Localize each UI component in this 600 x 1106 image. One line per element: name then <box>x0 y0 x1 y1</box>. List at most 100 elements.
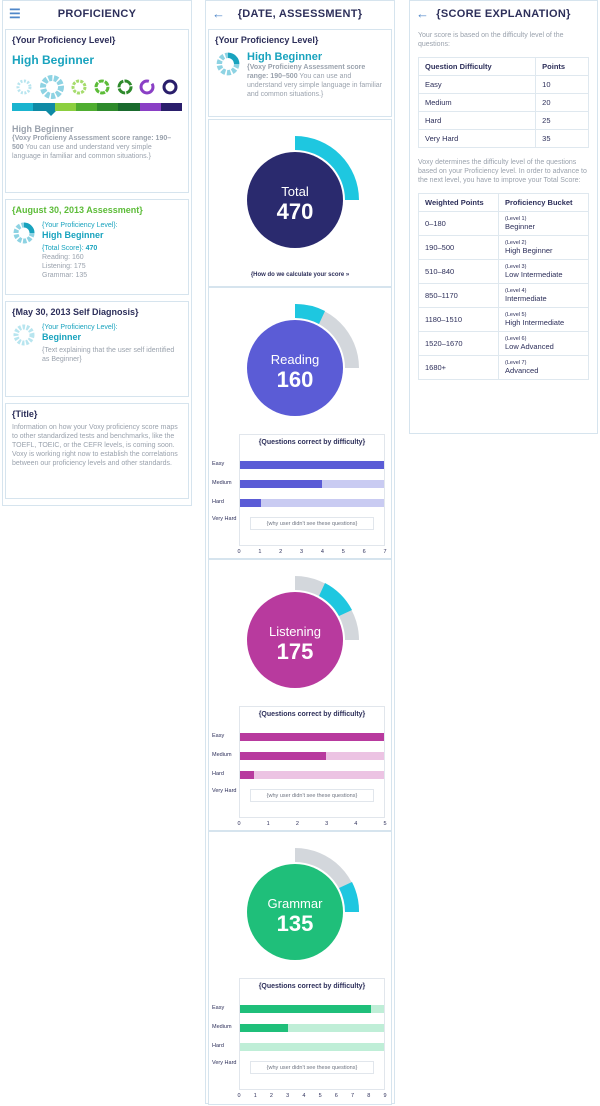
difficulty-bar-track <box>240 771 384 779</box>
row-label: Medium <box>212 1024 232 1030</box>
grammar-score: Grammar: 135 <box>42 272 88 279</box>
reading-label: Reading 160 <box>235 352 355 393</box>
title-card: {Title} Information on how your Voxy pro… <box>5 403 189 499</box>
chart-title: {Questions correct by difficulty} <box>258 983 366 990</box>
x-tick-label: 0 <box>237 1093 241 1099</box>
grammar-value: 135 <box>276 911 314 936</box>
level-number: (Level 2) <box>505 240 527 246</box>
level-3-donut-icon <box>71 79 87 95</box>
level-range-text: {Voxy Proficieny Assessment score range:… <box>12 134 182 161</box>
points-range-cell: 1180–1510 <box>417 307 500 332</box>
table-row: Hard 25 <box>417 111 589 130</box>
table-cell: 10 <box>535 75 589 94</box>
level-name: High Beginner <box>247 51 323 63</box>
difficulty-bar-track <box>240 752 384 760</box>
difficulty-bar-track <box>240 1043 384 1051</box>
back-arrow-icon[interactable]: ← <box>416 6 430 21</box>
reading-donut: Reading 160 <box>235 296 365 426</box>
level-name: Intermediate <box>505 294 547 303</box>
points-range-cell: 190–500 <box>417 235 500 260</box>
x-tick-label: 5 <box>318 1093 322 1099</box>
chart-title: {Questions correct by difficulty} <box>258 439 366 446</box>
bucket-cell: (Level 6) Low Advanced <box>498 331 589 356</box>
column-header: Points <box>535 57 589 76</box>
total-value: 470 <box>276 199 314 224</box>
x-tick-label: 4 <box>320 549 324 555</box>
points-range-cell: 0–180 <box>417 211 500 236</box>
page-title: PROFICIENCY <box>57 8 137 20</box>
level-bar-segment <box>118 103 140 111</box>
table-row: 1520–1670 (Level 6) Low Advanced <box>417 331 589 356</box>
bucket-cell: (Level 2) High Beginner <box>498 235 589 260</box>
title-heading: {Title} <box>12 409 38 419</box>
self-diagnosis-card[interactable]: {May 30, 2013 Self Diagnosis} {Your Prof… <box>5 301 189 397</box>
total-score: {Total Score}: 470 <box>42 244 118 253</box>
level-summary-row: High Beginner {Voxy Proficieny Assessmen… <box>215 51 385 99</box>
points-range-cell: 850–1170 <box>417 283 500 308</box>
level-heading: {Your Proficiency Level} <box>215 35 319 45</box>
table-cell: Hard <box>417 111 537 130</box>
assessment-heading[interactable]: {August 30, 2013 Assessment} <box>12 205 143 215</box>
total-name: Total <box>281 184 309 199</box>
table-row: 1180–1510 (Level 5) High Intermediate <box>417 307 589 332</box>
current-level-pointer <box>46 111 56 116</box>
diagnosis-heading[interactable]: {May 30, 2013 Self Diagnosis} <box>12 307 139 317</box>
x-tick-label: 0 <box>237 549 241 555</box>
column-header: Weighted Points <box>417 193 500 212</box>
assessment-screen: ← {DATE, ASSESSMENT} {Your Proficiency L… <box>205 0 395 1105</box>
difficulty-bar <box>240 1024 288 1032</box>
score-explanation-body: Your score is based on the difficulty le… <box>410 27 597 384</box>
grammar-ring <box>247 848 360 960</box>
listening-label: Listening 175 <box>235 624 355 665</box>
page-title: {DATE, ASSESSMENT} <box>237 8 363 20</box>
total-score-donut: Total 470 <box>235 128 365 258</box>
reading-name: Reading <box>270 352 320 367</box>
table-row: 1680+ (Level 7) Advanced <box>417 355 589 380</box>
assessment-level: High Beginner <box>42 230 104 240</box>
high-beginner-donut-icon <box>216 52 240 76</box>
total-score-section: Total 470 {How do we calculate your scor… <box>208 119 392 287</box>
back-arrow-icon[interactable]: ← <box>212 6 226 21</box>
proficiency-screen: ☰ PROFICIENCY {Your Proficiency Level} H… <box>2 0 192 506</box>
x-tick-label: 3 <box>325 821 329 827</box>
score-calculation-link[interactable]: {How do we calculate your score » <box>250 272 350 278</box>
card-heading: {Your Proficiency Level} <box>12 35 116 45</box>
range-bold: {Voxy Proficieny Assessment score range:… <box>12 135 172 151</box>
level-bar-segment <box>160 103 182 111</box>
x-tick-label: 5 <box>341 549 345 555</box>
x-tick-label: 4 <box>354 821 358 827</box>
range-bold: {Voxy Proficieny Assessment score range:… <box>247 64 366 80</box>
row-label: Easy <box>212 461 225 467</box>
difficulty-bar <box>240 1005 372 1013</box>
diagnosis-level: Beginner <box>42 332 82 342</box>
assessment-card[interactable]: {August 30, 2013 Assessment} {Your Profi… <box>5 199 189 295</box>
x-tick-label: 3 <box>286 1093 290 1099</box>
chart-box: {Questions correct by difficulty} Easy Med… <box>212 978 385 1090</box>
difficulty-bar <box>240 461 384 469</box>
difficulty-bar <box>240 480 323 488</box>
x-tick-label: 9 <box>383 1093 387 1099</box>
level-name: Advanced <box>505 366 539 375</box>
menu-icon[interactable]: ☰ <box>9 6 21 21</box>
your-level-label: {Your Proficiency Level}: <box>42 222 118 229</box>
level-donuts <box>12 73 182 101</box>
grammar-difficulty-chart: {Questions correct by difficulty} Easy Med… <box>212 978 387 1103</box>
level-name: High Beginner <box>505 246 553 255</box>
listening-ring <box>247 576 359 688</box>
listening-score: Listening: 175 <box>42 263 86 270</box>
table-cell: Easy <box>417 75 537 94</box>
difficulty-bar <box>240 752 327 760</box>
assessment-header: ← {DATE, ASSESSMENT} <box>206 1 394 27</box>
column-header: Proficiency Bucket <box>498 193 589 212</box>
level-name-repeat: High Beginner <box>12 124 74 134</box>
table-row: 0–180 (Level 1) Beginner <box>417 211 589 236</box>
total-score-value: 470 <box>85 245 98 252</box>
mid-text: Voxy determines the difficulty level of … <box>418 159 587 184</box>
level-number: (Level 7) <box>505 360 527 366</box>
level-7-donut-icon <box>162 79 178 95</box>
unseen-questions-note: {why user didn't see these questions} <box>250 789 374 802</box>
difficulty-bar <box>240 733 384 741</box>
chart-box: {Questions correct by difficulty} Easy Med… <box>212 706 385 818</box>
difficulty-bar-track <box>240 461 384 469</box>
beginner-donut-icon <box>13 324 35 346</box>
